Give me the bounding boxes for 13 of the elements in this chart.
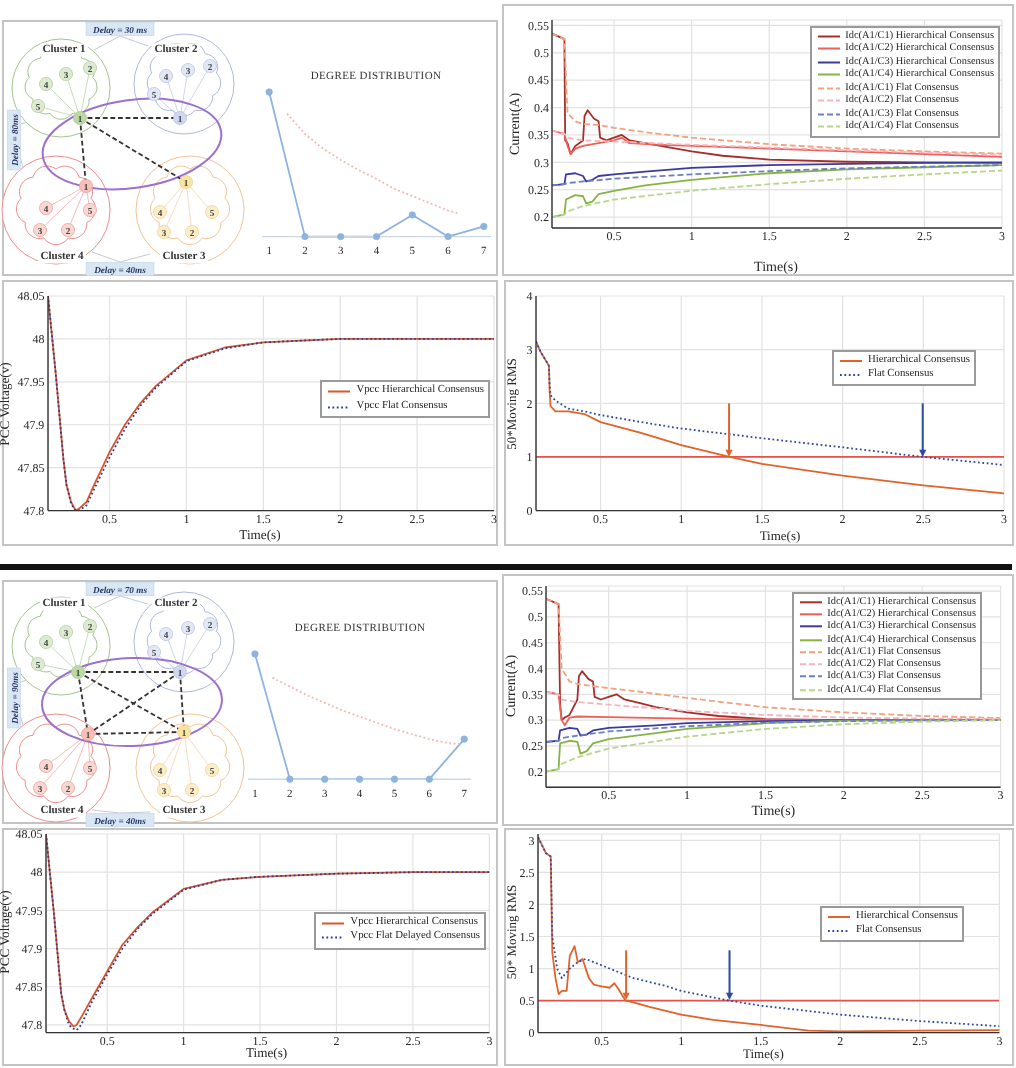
line-series [545, 690, 1000, 720]
point [373, 232, 381, 241]
line-series [545, 718, 1000, 743]
line-series [545, 718, 1000, 772]
line-series [48, 296, 494, 511]
point [337, 232, 346, 241]
line-series [535, 340, 1004, 495]
point [445, 232, 453, 241]
point [481, 222, 489, 231]
line-series [535, 340, 1004, 466]
point [409, 211, 417, 219]
point [266, 88, 274, 96]
point [302, 232, 310, 241]
